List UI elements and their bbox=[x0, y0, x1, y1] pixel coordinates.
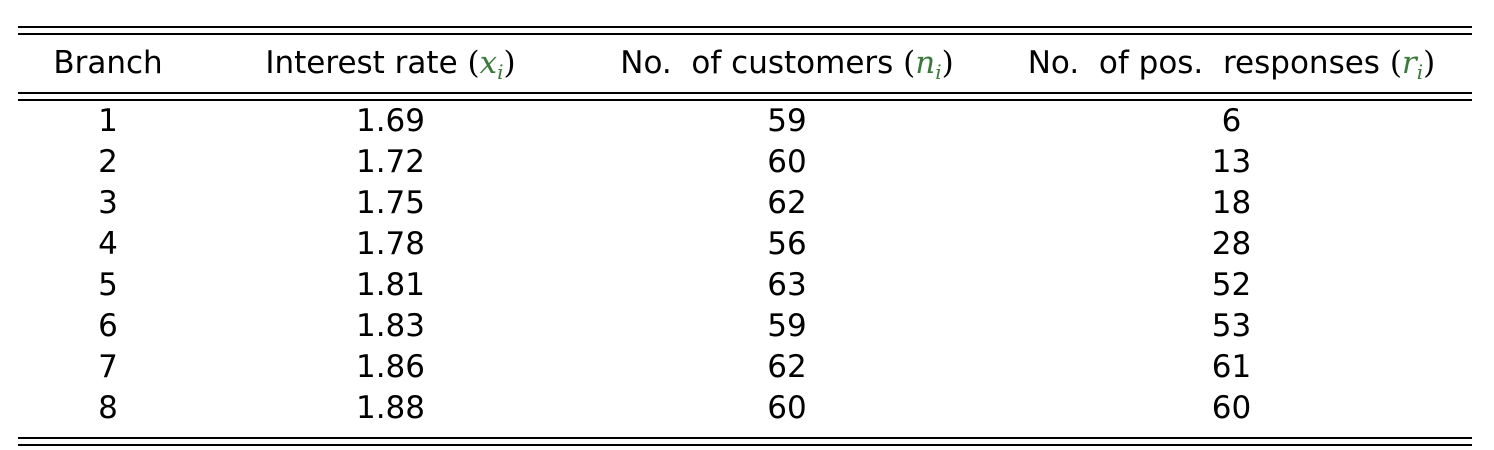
cell-responses: 6 bbox=[1221, 103, 1242, 139]
table-row: 8 1.88 60 60 bbox=[18, 388, 1472, 429]
cell-customers: 56 bbox=[767, 226, 807, 262]
cell-customers: 63 bbox=[767, 267, 807, 303]
table-body: 1 1.69 59 6 2 1.72 60 13 3 1.75 62 18 4 1.78 56 28 5 1.81… bbox=[18, 101, 1472, 437]
table-row: 3 1.75 62 18 bbox=[18, 183, 1472, 224]
cell-branch: 7 bbox=[98, 349, 118, 385]
cell-customers: 59 bbox=[767, 308, 807, 344]
cell-responses: 60 bbox=[1211, 390, 1252, 426]
header-row: Branch Interest rate (xi) No. of custome… bbox=[18, 35, 1472, 92]
cell-responses: 61 bbox=[1211, 349, 1252, 385]
cell-customers: 60 bbox=[767, 144, 807, 180]
cell-responses: 28 bbox=[1211, 226, 1252, 262]
table-row: 4 1.78 56 28 bbox=[18, 224, 1472, 265]
cell-branch: 3 bbox=[98, 185, 118, 221]
data-table: Branch Interest rate (xi) No. of custome… bbox=[18, 26, 1472, 446]
header-customers: No. of customers (ni) bbox=[620, 45, 954, 84]
cell-branch: 6 bbox=[98, 308, 118, 344]
cell-responses: 52 bbox=[1211, 267, 1252, 303]
header-customers-label: No. of customers bbox=[620, 45, 894, 81]
cell-branch: 4 bbox=[98, 226, 118, 262]
var-x: xi bbox=[479, 45, 504, 84]
header-responses: No. of pos. responses (ri) bbox=[1027, 45, 1436, 84]
cell-responses: 13 bbox=[1211, 144, 1252, 180]
cell-customers: 60 bbox=[767, 390, 807, 426]
table-row: 5 1.81 63 52 bbox=[18, 265, 1472, 306]
bottom-rule-inner bbox=[18, 444, 1472, 446]
cell-responses: 18 bbox=[1211, 185, 1252, 221]
cell-customers: 62 bbox=[767, 185, 807, 221]
var-r: ri bbox=[1401, 45, 1424, 84]
table-row: 1 1.69 59 6 bbox=[18, 101, 1472, 142]
cell-interest-rate: 1.69 bbox=[355, 103, 426, 139]
cell-interest-rate: 1.78 bbox=[355, 226, 426, 262]
cell-interest-rate: 1.81 bbox=[355, 267, 426, 303]
cell-branch: 2 bbox=[98, 144, 118, 180]
top-rule-inner bbox=[18, 33, 1472, 35]
header-branch: Branch bbox=[18, 43, 198, 84]
cell-customers: 59 bbox=[767, 103, 807, 139]
header-rule bbox=[18, 92, 1472, 94]
cell-interest-rate: 1.88 bbox=[355, 390, 426, 426]
table-row: 6 1.83 59 53 bbox=[18, 306, 1472, 347]
header-branch-label: Branch bbox=[53, 45, 163, 81]
bottom-rule bbox=[18, 437, 1472, 439]
table-row: 7 1.86 62 61 bbox=[18, 347, 1472, 388]
cell-interest-rate: 1.86 bbox=[355, 349, 426, 385]
cell-branch: 8 bbox=[98, 390, 118, 426]
cell-responses: 53 bbox=[1211, 308, 1252, 344]
table-row: 2 1.72 60 13 bbox=[18, 142, 1472, 183]
cell-interest-rate: 1.75 bbox=[355, 185, 426, 221]
cell-branch: 5 bbox=[98, 267, 118, 303]
cell-interest-rate: 1.72 bbox=[355, 144, 426, 180]
cell-customers: 62 bbox=[767, 349, 807, 385]
var-n: ni bbox=[915, 45, 942, 84]
cell-interest-rate: 1.83 bbox=[355, 308, 426, 344]
header-rule-inner bbox=[18, 99, 1472, 101]
header-interest-rate: Interest rate (xi) bbox=[265, 45, 516, 84]
header-interest-rate-label: Interest rate bbox=[265, 45, 458, 81]
header-responses-label: No. of pos. responses bbox=[1027, 45, 1380, 81]
cell-branch: 1 bbox=[98, 103, 118, 139]
top-rule bbox=[18, 26, 1472, 28]
